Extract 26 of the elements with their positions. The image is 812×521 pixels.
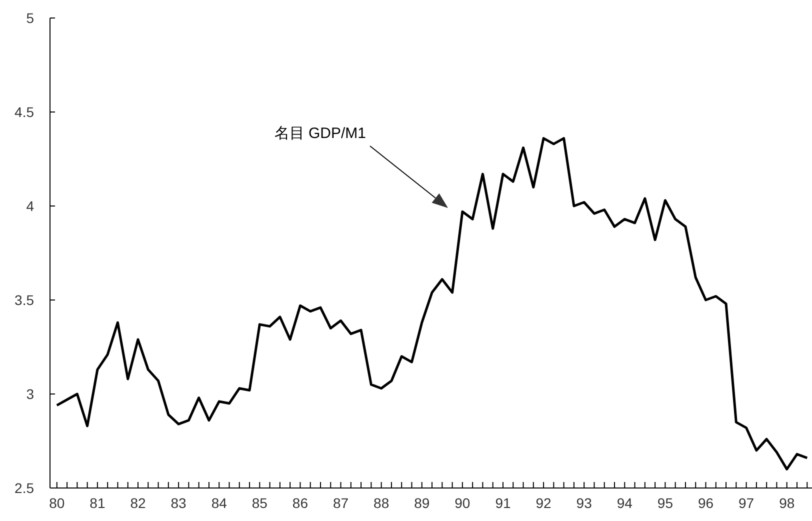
x-tick-label: 96 xyxy=(698,495,714,511)
y-tick-label: 4.5 xyxy=(14,104,34,120)
y-tick-label: 5 xyxy=(26,10,34,26)
x-tick-label: 80 xyxy=(49,495,65,511)
x-tick-label: 90 xyxy=(454,495,470,511)
y-tick-label: 2.5 xyxy=(14,480,34,496)
x-tick-label: 97 xyxy=(738,495,754,511)
y-tick-label: 4 xyxy=(26,198,34,214)
x-tick-label: 81 xyxy=(90,495,106,511)
x-tick-label: 94 xyxy=(616,495,633,511)
x-tick-label: 83 xyxy=(170,495,187,511)
y-tick-label: 3 xyxy=(26,386,34,402)
x-tick-label: 85 xyxy=(252,495,268,511)
x-tick-label: 91 xyxy=(495,495,511,511)
x-tick-label: 92 xyxy=(536,495,552,511)
x-tick-label: 84 xyxy=(211,495,228,511)
x-tick-label: 89 xyxy=(414,495,430,511)
x-tick-label: 87 xyxy=(332,495,349,511)
y-tick-label: 3.5 xyxy=(14,292,34,308)
x-tick-label: 98 xyxy=(779,495,795,511)
x-tick-label: 82 xyxy=(130,495,146,511)
x-tick-label: 86 xyxy=(292,495,308,511)
x-tick-label: 93 xyxy=(576,495,592,511)
x-tick-label: 88 xyxy=(374,495,390,511)
annotation: 名目 GDP/M1 xyxy=(274,125,366,142)
x-tick-label: 95 xyxy=(657,495,674,511)
